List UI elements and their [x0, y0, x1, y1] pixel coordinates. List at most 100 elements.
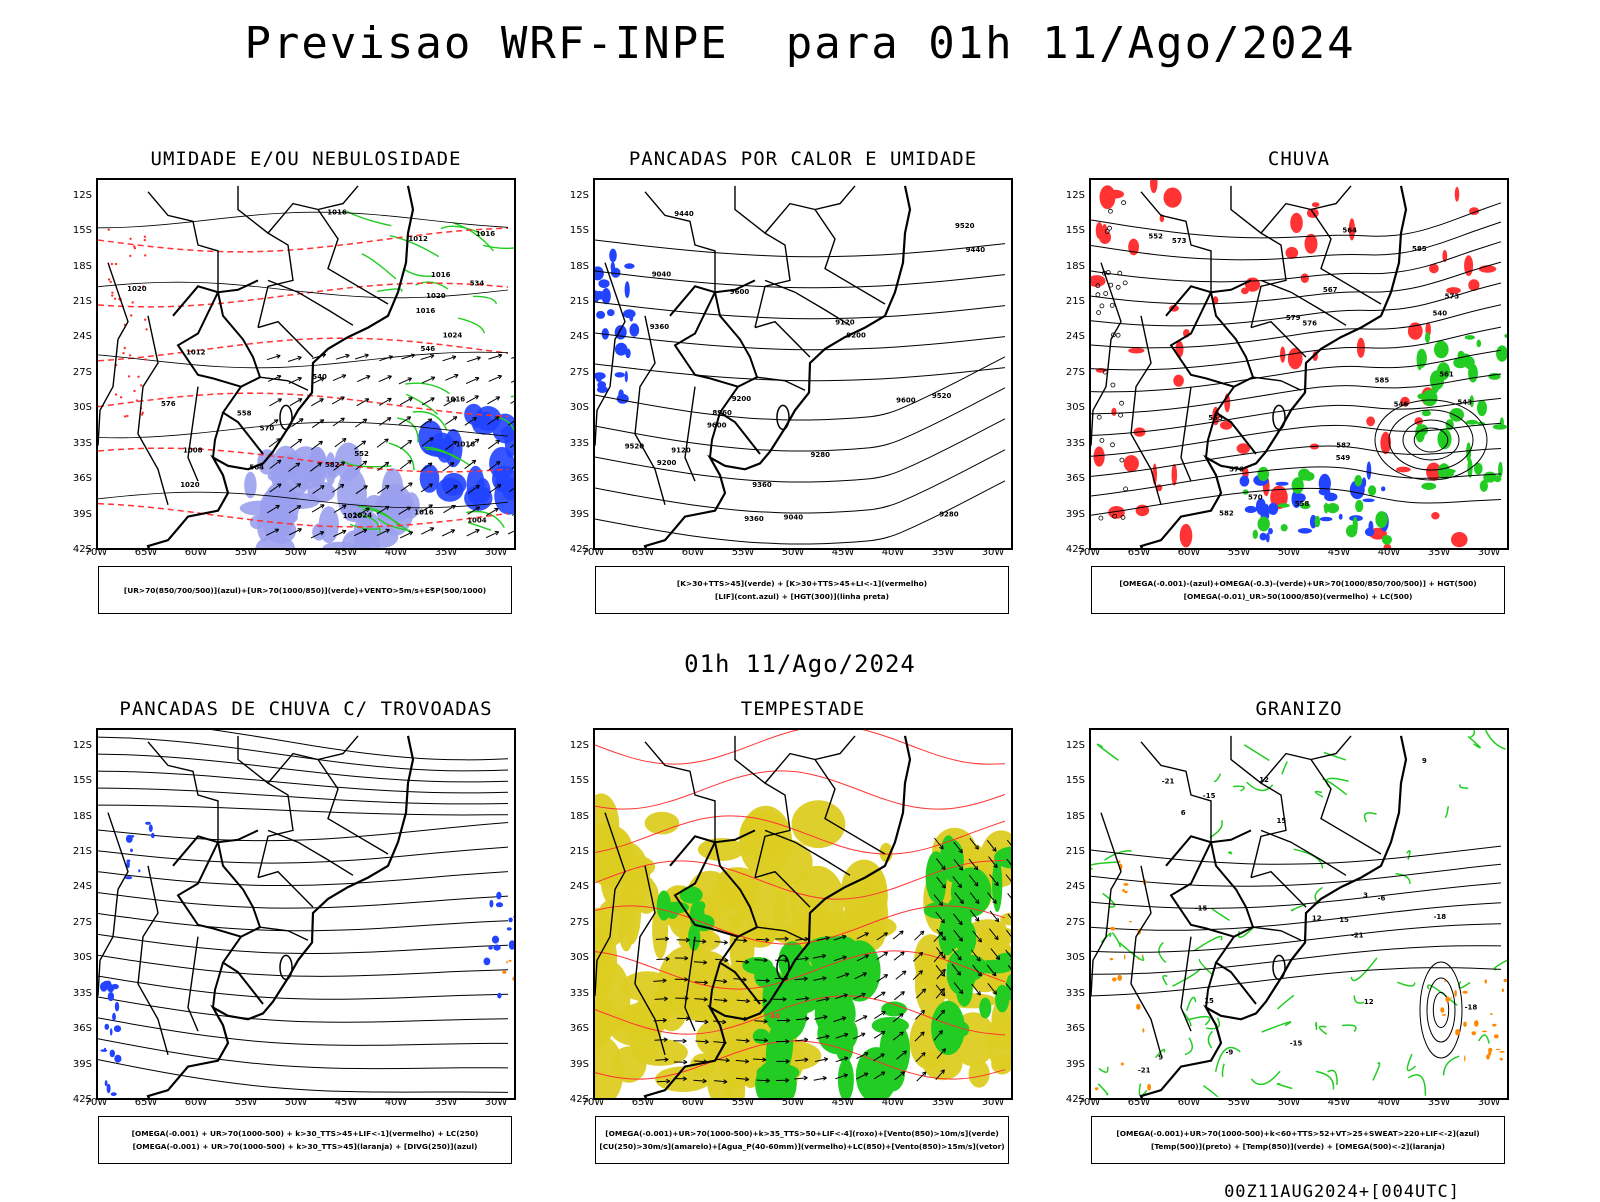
contour-label: 40: [770, 1013, 780, 1021]
omega-area-orange: [1117, 975, 1122, 981]
wind-vector-850hpa: [754, 1021, 767, 1022]
wind-vector-850hpa: [1011, 990, 1013, 994]
omega-area-orange: [1095, 1087, 1098, 1090]
divergence-area-blue: [484, 958, 491, 966]
lif-area-blue: [625, 349, 630, 359]
temperature-850hpa-contour: [1282, 762, 1287, 774]
map-canvas: -15-15-15-18-21-21-21-1891212151515963-6…: [1091, 730, 1509, 1100]
omega-area-orange: [1451, 997, 1453, 999]
latitude-tick-label: 30S: [563, 402, 589, 413]
wind850-area-green: [995, 985, 1009, 1013]
lif-area-blue: [629, 314, 633, 321]
divergence-area-blue: [112, 1013, 116, 1021]
temperature-850hpa-contour: [1262, 1022, 1291, 1032]
contour-label: 546: [421, 345, 436, 353]
temperature-850hpa-contour: [1354, 995, 1364, 1003]
omega-area-orange: [1496, 1049, 1501, 1050]
longitude-tick-label: 40W: [1374, 547, 1404, 558]
lif-area-blue: [615, 372, 625, 377]
rain-area-red: [1455, 187, 1460, 202]
divergence-area-blue: [108, 992, 114, 1001]
divergence-area-blue: [100, 982, 108, 992]
contour-label: 564: [1342, 226, 1357, 234]
longitude-tick-label: 35W: [1424, 547, 1454, 558]
rain-area-red: [1301, 273, 1309, 283]
rain-area-blue: [1319, 474, 1331, 493]
rain-area-blue: [1320, 517, 1333, 521]
contour-label: 555: [1208, 414, 1223, 422]
temperature-850hpa-contour: [1479, 1035, 1489, 1044]
longitude-tick-label: 70W: [1074, 547, 1104, 558]
rain-area-red: [1280, 347, 1285, 363]
contour-label: 570: [1248, 493, 1263, 501]
latitude-tick-label: 18S: [563, 811, 589, 822]
contour-label: 564: [249, 464, 264, 472]
latitude-tick-label: 36S: [1059, 473, 1085, 484]
divergence-area-blue: [149, 824, 153, 832]
legend-box: [OMEGA(-0.001) + UR>70(1000-500) + k>30_…: [98, 1116, 512, 1164]
streamline: [98, 737, 508, 771]
red-dot: [108, 278, 110, 280]
rain-area-red: [1091, 275, 1106, 287]
red-dot: [144, 358, 146, 360]
latitude-tick-label: 21S: [66, 846, 92, 857]
latitude-tick-label: 27S: [66, 917, 92, 928]
omega-area-orange: [1454, 990, 1457, 997]
instability-area-orange: [502, 971, 506, 974]
temperature-850hpa-contour: [1351, 958, 1377, 981]
contour-label: 549: [1336, 454, 1351, 462]
divergence-area-blue: [138, 869, 140, 872]
state-border: [178, 292, 241, 387]
lif-area-blue: [623, 309, 636, 318]
rain-area-green: [1437, 429, 1451, 449]
divergence-area-blue: [496, 892, 501, 900]
latitude-tick-label: 24S: [563, 881, 589, 892]
divergence-area-blue: [489, 900, 493, 908]
contour-label: 540: [1433, 310, 1448, 318]
rain-area-green: [1253, 530, 1258, 539]
contour-label: 1004: [467, 517, 487, 525]
divergence-area-blue: [145, 822, 151, 825]
contour-label: 567: [1323, 286, 1338, 294]
map-canvas: 40: [595, 730, 1013, 1100]
map-canvas: 9600960095209520944094409360936092809280…: [595, 180, 1013, 550]
latitude-tick-label: 39S: [66, 1059, 92, 1070]
contour-label: 573: [1172, 237, 1187, 245]
red-dot: [114, 298, 116, 300]
temperature-850hpa-contour: [1407, 851, 1410, 860]
state-border: [218, 842, 263, 1004]
state-border: [1253, 927, 1301, 940]
streamline: [98, 954, 508, 977]
contour-label: 1008: [183, 446, 203, 454]
lif-area-blue: [619, 395, 624, 399]
red-dot: [133, 390, 135, 392]
wind-vector-850hpa: [893, 931, 903, 939]
legend-box: [OMEGA(-0.001)+UR>70(1000-500)+k>35_TTS>…: [595, 1116, 1009, 1164]
rain-area-green: [1507, 333, 1509, 341]
longitude-tick-label: 65W: [628, 547, 658, 558]
rain-area-blue: [1245, 506, 1257, 513]
wind-vector: [399, 417, 411, 425]
longitude-tick-label: 50W: [1274, 547, 1304, 558]
latitude-tick-label: 18S: [66, 261, 92, 272]
contour-label: 9360: [650, 323, 670, 331]
wind-vector-850hpa: [754, 960, 767, 961]
red-dot: [145, 328, 147, 330]
red-dot: [129, 255, 131, 257]
omega-area-orange: [1455, 1029, 1460, 1035]
state-border: [1211, 842, 1256, 1004]
contour-label: 9280: [811, 451, 831, 459]
contour-label: 1016: [446, 396, 466, 404]
latitude-tick-label: 21S: [563, 846, 589, 857]
wind-vector: [312, 420, 324, 428]
state-border: [675, 292, 738, 387]
topography-dot: [1123, 281, 1127, 285]
contour-label: 9280: [939, 510, 959, 518]
humidity-contour-green: [483, 245, 516, 248]
omega-area-orange: [1494, 1034, 1499, 1038]
longitude-tick-label: 45W: [331, 1097, 361, 1108]
topography-dot: [1111, 443, 1115, 447]
contour-label: -18: [1465, 1004, 1478, 1012]
divergence-area-blue: [488, 946, 492, 950]
